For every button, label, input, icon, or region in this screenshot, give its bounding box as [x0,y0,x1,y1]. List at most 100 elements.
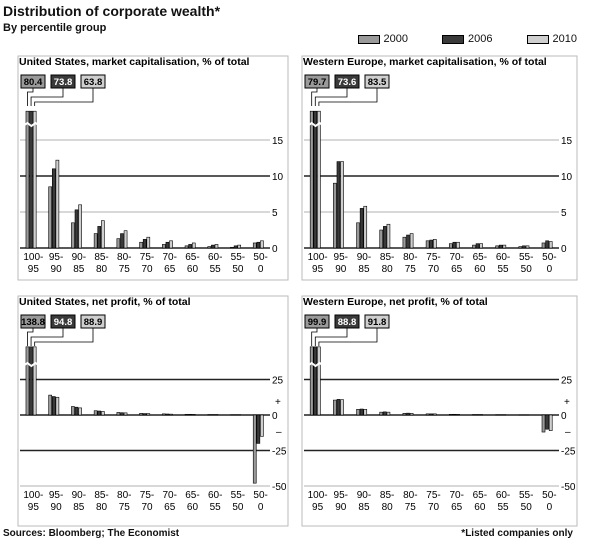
legend-label-2006: 2006 [468,33,493,45]
panel2-bar-2000-6 [448,243,453,249]
panel3-bar-2006-1 [51,396,56,416]
panel2-bar-2006-5 [429,239,434,249]
panel4-bar-2006-2 [359,408,364,416]
panel2-bar-2000-8 [495,245,499,249]
panel1-callout-line-1 [30,88,64,106]
panel2-ytick-3: 15 [561,136,573,147]
panel2-callout-line-1 [314,88,348,106]
panel2-title: Western Europe, market capitalisation, %… [303,56,547,68]
panel4-xtick-9-b: 50 [521,502,533,513]
panel1-xtick-10-b: 0 [258,264,264,275]
panel2-xtick-6-b: 65 [451,264,463,275]
panel1-xtick-6-a: 70- [163,252,177,263]
panel2-bar-2000-5 [425,240,430,249]
panel2-callout-line-2 [318,88,378,106]
panel1-ytick-2: 10 [272,172,284,183]
panel3-callout-value-0: 138.8 [21,317,45,328]
panel1-callout-value-2: 63.8 [84,77,103,88]
panel4-minus-sign: – [565,427,571,438]
panel1-bar-2000-9 [230,246,234,249]
panel2-bar-2010-2 [363,205,368,249]
panel1-bar-2006-3 [97,226,102,249]
panel4-ytick-0: -50 [561,482,576,493]
panel4-plus-sign: + [564,397,570,408]
panel2-bar-2000-0 [309,110,314,249]
panel2-ytick-2: 10 [561,172,573,183]
panel4-bar-2010-10 [548,414,553,431]
panel4-frame [301,295,578,527]
panel4-xtick-9-a: 55- [519,490,533,501]
panel4-bar-2006-10 [545,414,549,430]
panel1-bar-2000-3 [93,233,98,249]
panel2-bar-2010-4 [409,233,414,249]
panel1-bar-2010-3 [101,220,105,249]
panel4-xtick-0-a: 100- [308,490,328,501]
panel4-bar-2010-2 [363,409,368,416]
panel1-xtick-2-a: 90- [72,252,86,263]
panel2-bar-2006-4 [406,234,410,249]
panel1-bar-2000-6 [162,244,166,249]
panel4-xtick-5-a: 75- [426,490,440,501]
panel2-bar-2010-1 [340,161,344,249]
panel4-xtick-6-b: 65 [451,502,463,513]
panel3-bar-2010-10 [260,414,264,437]
panel2-bar-2000-1 [333,182,337,249]
panel1-title: United States, market capitalisation, % … [19,56,250,68]
panel4-bar-2010-3 [386,411,391,416]
panel1-xtick-4-a: 80- [117,252,131,263]
panel1-axis-break [22,121,40,128]
legend-item-2006: 2006 [442,33,493,45]
panel1-bar-2006-9 [233,245,238,249]
panel3-ytick-0: -50 [272,482,287,493]
panel2-bar-2000-9 [518,246,523,249]
panel2-bar-2010-10 [548,241,553,249]
panel3-bar-2006-0 [29,346,33,416]
panel2-xtick-10-a: 50- [542,252,556,263]
panel4-bar-2000-5 [425,413,430,416]
panel3-xtick-4-b: 75 [119,502,131,513]
panel1-bar-2006-5 [142,239,147,249]
panel2-bar-2010-5 [432,239,437,249]
panel4-xtick-1-b: 90 [335,502,347,513]
panel1-callout-line-2 [34,88,94,106]
panel4-xtick-4-b: 75 [405,502,417,513]
panel2-xtick-1-a: 95- [334,252,348,263]
panel4-xtick-2-b: 85 [358,502,370,513]
panel2-bar-2000-2 [356,222,360,249]
panel3-title: United States, net profit, % of total [19,296,191,308]
panel3-bar-2000-5 [139,412,143,416]
panel1-ytick-3: 15 [272,136,284,147]
panel2-callout-line-0 [311,88,318,106]
panel3-bar-2006-5 [142,413,147,416]
panel3-bar-2000-1 [48,394,52,416]
panel1-bar-2000-2 [71,222,75,249]
panel2-xtick-2-b: 85 [358,264,370,275]
page-subtitle: By percentile group [3,22,107,34]
panel4-callout-value-0: 99.9 [308,317,327,328]
panel4-bar-2000-4 [402,412,407,416]
panel2-frame [301,55,578,281]
panel1-bar-2006-10 [256,241,261,249]
panel3-xtick-10-b: 0 [258,502,264,513]
panel4-xtick-6-a: 70- [449,490,463,501]
panel1-bar-2010-10 [260,240,264,249]
panel1-bar-2006-6 [165,241,170,249]
panel1-bar-2006-7 [188,244,192,249]
panel3-bar-2000-0 [25,346,30,416]
panel3-xtick-0-a: 100- [23,490,43,501]
panel1-bar-2000-7 [184,245,189,249]
panel1-bar-2010-1 [55,159,60,249]
panel1-bar-2010-2 [78,204,82,249]
panel4-bar-2000-3 [379,411,384,416]
panel3-bar-2010-4 [123,412,128,416]
legend-swatch-2010 [526,34,549,44]
panel1-xtick-7-b: 60 [187,264,199,275]
panel1-bar-2010-8 [214,244,219,249]
panel1-ytick-0: 0 [272,244,278,255]
panel4-xtick-1-a: 95- [334,490,348,501]
panel1-bar-2006-2 [74,209,79,249]
panel1-xtick-1-a: 95- [49,252,63,263]
panel1-callout-line-0 [27,88,34,106]
panel4-xtick-8-a: 60- [496,490,510,501]
